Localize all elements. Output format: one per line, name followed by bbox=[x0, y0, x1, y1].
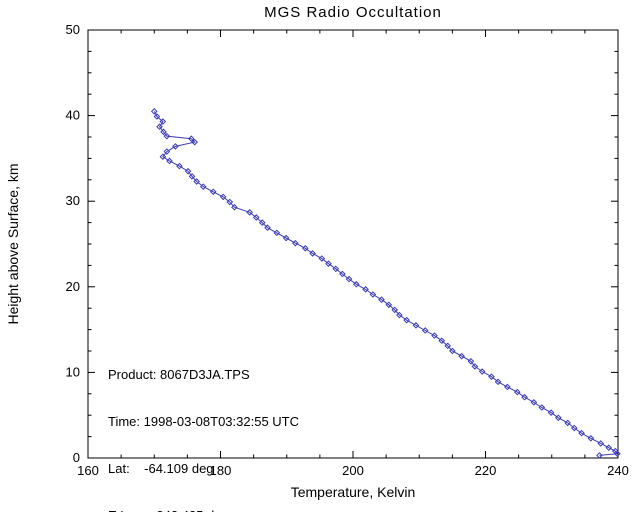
y-axis-label: Height above Surface, km bbox=[5, 163, 21, 324]
data-point-marker bbox=[385, 301, 393, 309]
x-tick-label: 160 bbox=[77, 463, 99, 478]
data-point-marker bbox=[184, 167, 192, 175]
data-point-marker bbox=[273, 229, 281, 237]
data-point-marker bbox=[578, 429, 585, 437]
data-point-marker bbox=[488, 373, 495, 380]
data-point-marker bbox=[226, 198, 234, 206]
data-point-marker bbox=[339, 270, 346, 278]
data-point-marker bbox=[231, 203, 238, 211]
y-tick-label: 10 bbox=[66, 364, 80, 379]
data-point-marker bbox=[564, 419, 571, 427]
data-point-marker bbox=[172, 143, 179, 150]
y-tick-label: 30 bbox=[66, 193, 80, 208]
y-tick-label: 50 bbox=[66, 22, 80, 37]
data-point-marker bbox=[391, 306, 399, 314]
data-point-marker bbox=[596, 452, 603, 459]
x-axis-label: Temperature, Kelvin bbox=[291, 484, 416, 500]
annotation-line-elon: E Lon: 342.435 deg bbox=[108, 508, 299, 512]
data-point-marker bbox=[163, 132, 171, 140]
data-point-marker bbox=[219, 193, 227, 201]
data-point-marker bbox=[264, 224, 271, 232]
data-point-marker bbox=[345, 275, 353, 283]
data-point-marker bbox=[301, 244, 309, 252]
data-point-marker bbox=[362, 286, 369, 293]
data-point-marker bbox=[597, 440, 605, 447]
data-point-marker bbox=[570, 424, 578, 432]
data-point-marker bbox=[160, 128, 167, 136]
data-point-marker bbox=[353, 280, 360, 288]
x-tick-label: 200 bbox=[342, 463, 364, 478]
profile-polyline bbox=[153, 111, 619, 456]
data-point-marker bbox=[614, 450, 621, 458]
y-tick-label: 0 bbox=[73, 450, 80, 465]
data-point-marker bbox=[521, 393, 528, 401]
annotation-block: Product: 8067D3JA.TPS Time: 1998-03-08T0… bbox=[108, 336, 299, 512]
data-point-marker bbox=[159, 153, 167, 160]
data-point-marker bbox=[444, 342, 452, 350]
data-point-marker bbox=[258, 219, 266, 226]
data-point-marker bbox=[513, 388, 521, 396]
data-point-marker bbox=[471, 363, 479, 370]
data-point-marker bbox=[396, 311, 403, 319]
data-point-marker bbox=[530, 399, 538, 406]
data-point-marker bbox=[438, 337, 446, 345]
x-tick-label: 240 bbox=[607, 463, 629, 478]
data-point-marker bbox=[252, 214, 260, 221]
data-point-marker bbox=[494, 378, 502, 386]
data-point-marker bbox=[282, 234, 290, 242]
data-point-marker bbox=[153, 113, 161, 120]
data-point-marker bbox=[458, 352, 465, 360]
data-point-marker bbox=[369, 291, 377, 298]
data-point-marker bbox=[292, 239, 299, 247]
data-series-line bbox=[150, 108, 621, 459]
y-tick-label: 40 bbox=[66, 108, 80, 123]
plot-axes: 160 180 200 220 240 0 10 20 30 40 50 bbox=[66, 22, 629, 478]
y-tick-label: 20 bbox=[66, 279, 80, 294]
data-point-marker bbox=[504, 383, 511, 391]
data-point-marker bbox=[431, 332, 438, 339]
data-point-marker bbox=[467, 357, 475, 365]
data-point-marker bbox=[246, 209, 253, 216]
data-point-marker bbox=[587, 435, 595, 442]
x-tick-label: 220 bbox=[475, 463, 497, 478]
data-point-marker bbox=[538, 404, 546, 411]
data-point-marker bbox=[199, 183, 207, 190]
annotation-line-product: Product: 8067D3JA.TPS bbox=[108, 367, 250, 383]
data-point-marker bbox=[378, 296, 385, 303]
data-point-marker bbox=[547, 409, 555, 416]
data-point-marker bbox=[163, 148, 171, 155]
data-point-marker bbox=[309, 250, 316, 257]
data-point-marker bbox=[193, 178, 200, 185]
data-point-marker bbox=[188, 173, 196, 180]
data-point-marker bbox=[605, 444, 613, 452]
data-point-marker bbox=[209, 188, 217, 196]
data-point-marker bbox=[318, 255, 326, 262]
data-point-marker bbox=[478, 368, 486, 375]
data-point-marker bbox=[191, 138, 198, 146]
data-point-marker bbox=[421, 327, 429, 334]
data-point-marker bbox=[332, 265, 340, 273]
data-point-marker bbox=[325, 260, 332, 267]
data-point-marker bbox=[176, 162, 183, 170]
data-point-marker bbox=[159, 118, 167, 125]
data-point-marker bbox=[188, 135, 195, 143]
data-point-marker bbox=[449, 347, 456, 355]
x-tick-label: 180 bbox=[210, 463, 232, 478]
data-point-marker bbox=[555, 414, 562, 422]
data-point-marker bbox=[403, 316, 410, 324]
data-point-marker bbox=[166, 157, 173, 165]
data-point-marker bbox=[156, 123, 163, 131]
annotation-line-lat: Lat: -64.109 deg bbox=[108, 460, 214, 476]
data-point-marker bbox=[150, 108, 158, 115]
chart-title: MGS Radio Occultation bbox=[264, 4, 442, 21]
annotation-line-time: Time: 1998-03-08T03:32:55 UTC bbox=[108, 413, 300, 429]
data-point-marker bbox=[412, 322, 420, 329]
